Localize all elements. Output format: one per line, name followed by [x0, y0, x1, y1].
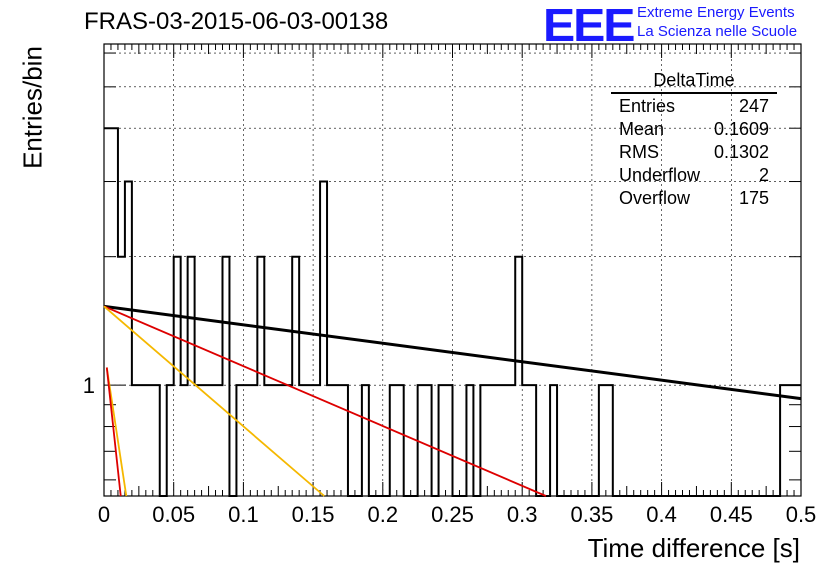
stats-row: Underflow 2	[611, 164, 777, 187]
stats-value: 0.1302	[713, 142, 769, 162]
x-tick-label: 0.05	[152, 502, 195, 527]
y-tick-label: 1	[83, 373, 95, 398]
x-tick-label: 0	[98, 502, 110, 527]
x-tick-label: 0.2	[368, 502, 399, 527]
stats-value: 247	[738, 96, 769, 116]
stats-row: RMS 0.1302	[611, 141, 777, 164]
x-tick-label: 0.25	[431, 502, 474, 527]
fit-line-black	[103, 304, 802, 401]
y-tick-labels: 1	[83, 373, 95, 398]
x-tick-label: 0.45	[710, 502, 753, 527]
x-tick-label: 0.4	[646, 502, 677, 527]
stats-row: Entries 247	[611, 95, 777, 118]
eee-logo: EEE	[543, 0, 635, 51]
fit-line-orange	[103, 305, 325, 497]
grid-lines	[104, 44, 801, 496]
x-tick-label: 0.35	[570, 502, 613, 527]
stats-label: RMS	[619, 142, 659, 162]
x-tick-label: 0.1	[228, 502, 259, 527]
chart-title: FRAS-03-2015-06-03-00138	[84, 8, 389, 35]
x-tick-labels: 0 0.05 0.1 0.15 0.2 0.25 0.3 0.35 0.4 0.45 0.5	[98, 502, 816, 527]
x-tick-label: 0.15	[292, 502, 335, 527]
stats-row: Mean 0.1609	[611, 118, 777, 141]
stats-value: 175	[738, 188, 769, 208]
fit-line-red	[103, 305, 547, 497]
stats-box-title: DeltaTime	[611, 70, 777, 94]
histogram-line	[104, 127, 801, 497]
fit-lines	[103, 304, 802, 497]
x-tick-label: 0.5	[786, 502, 817, 527]
logo-line-1: Extreme Energy Events	[637, 4, 795, 21]
stats-value: 0.1609	[713, 119, 769, 139]
y-axis-label: Entries/bin	[17, 46, 48, 169]
stats-label: Mean	[619, 119, 665, 139]
fit-line-orange	[105, 367, 128, 497]
logo-line-2: La Scienza nelle Scuole	[637, 23, 798, 40]
x-tick-label: 0.3	[507, 502, 538, 527]
stats-row: Overflow 175	[611, 187, 777, 210]
stats-box: DeltaTime Entries 247 Mean 0.1609 RMS 0.1302 U…	[611, 70, 777, 210]
stats-label: Underflow	[619, 165, 701, 185]
fit-line-red	[105, 367, 122, 497]
x-axis-label: Time difference [s]	[587, 533, 800, 563]
stats-label: Overflow	[619, 188, 691, 208]
stats-value: 2	[758, 165, 769, 185]
stats-label: Entries	[619, 96, 676, 116]
